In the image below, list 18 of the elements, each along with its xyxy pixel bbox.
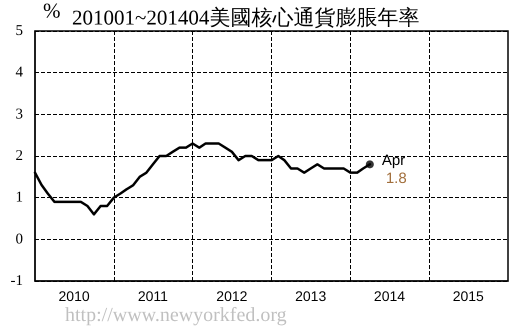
x-tick-label: 2013 bbox=[295, 288, 326, 304]
y-tick-label: 3 bbox=[16, 106, 23, 122]
x-tick-label: 2010 bbox=[58, 288, 90, 304]
x-tick-label: 2014 bbox=[374, 288, 406, 304]
x-tick-label: 2011 bbox=[138, 288, 168, 304]
x-tick-label: 2015 bbox=[452, 288, 484, 304]
text: http://www.newyorkfed.org bbox=[65, 304, 287, 326]
y-axis-title: % bbox=[43, 0, 60, 22]
y-tick-label: 5 bbox=[16, 23, 23, 39]
annotation: Apr bbox=[382, 152, 406, 169]
y-tick-label: 4 bbox=[16, 64, 24, 81]
y-tick-label: -1 bbox=[10, 273, 23, 289]
y-tick-label: 0 bbox=[16, 231, 23, 248]
data-label: 1.8 bbox=[386, 170, 407, 187]
y-tick-label: 2 bbox=[16, 148, 23, 164]
x-tick-label: 2012 bbox=[216, 288, 248, 304]
chart-title: 201001~201404美國核心通貨膨脹年率 bbox=[72, 6, 420, 30]
y-tick-label: 1 bbox=[16, 190, 23, 206]
